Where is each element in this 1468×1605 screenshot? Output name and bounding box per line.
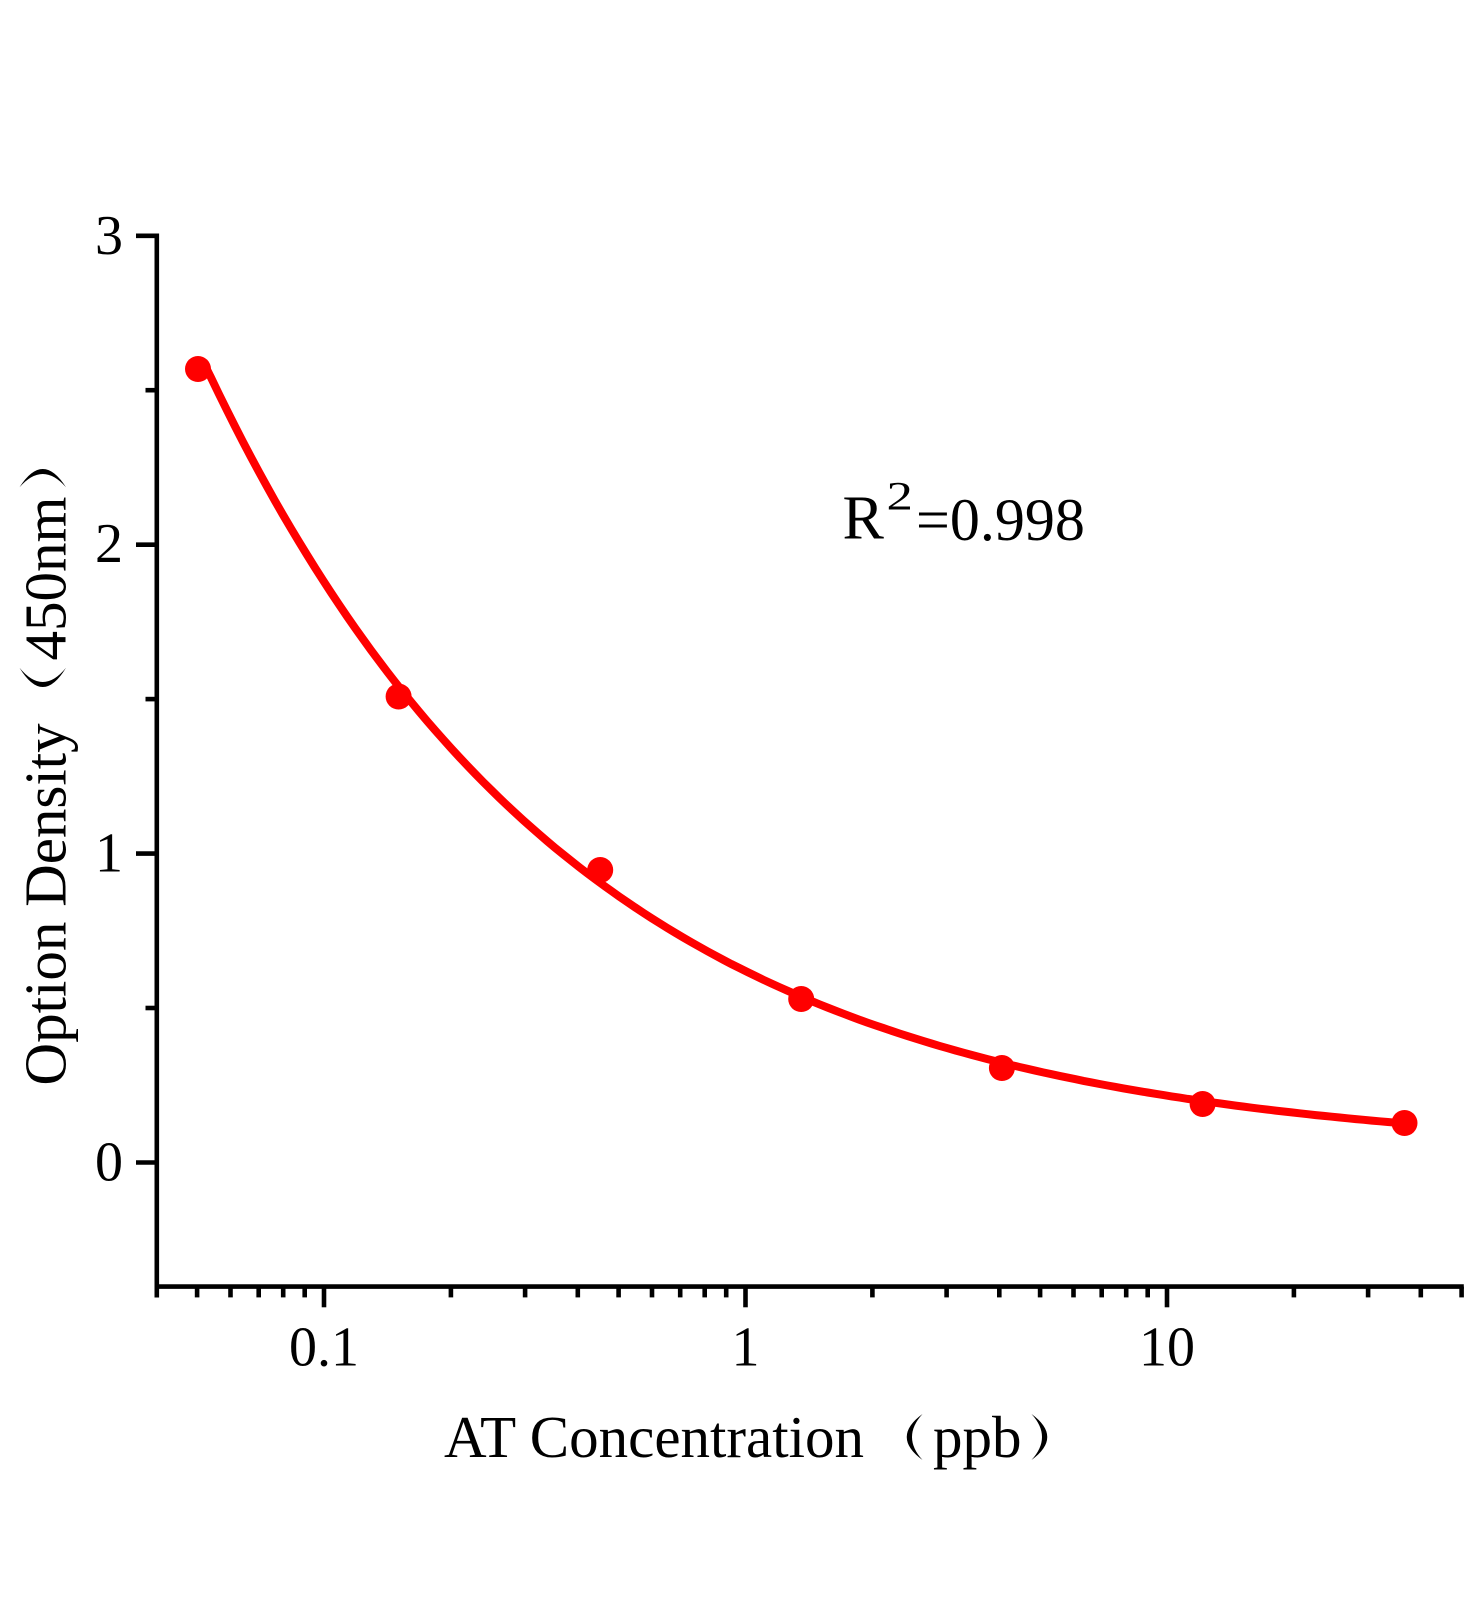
- svg-text:1: 1: [732, 1317, 760, 1379]
- svg-text:450nm: 450nm: [13, 497, 79, 661]
- svg-text:10: 10: [1139, 1317, 1195, 1379]
- svg-text:2: 2: [887, 474, 913, 518]
- svg-text:0.1: 0.1: [289, 1317, 359, 1379]
- svg-text:ppb: ppb: [933, 1404, 1022, 1470]
- svg-text:Option Density: Option Density: [13, 723, 79, 1086]
- svg-text:1: 1: [95, 823, 123, 885]
- svg-text:0: 0: [95, 1132, 123, 1194]
- svg-text:R: R: [843, 485, 885, 553]
- svg-text:3: 3: [95, 205, 123, 267]
- svg-text:AT Concentration: AT Concentration: [444, 1404, 864, 1470]
- svg-text:2: 2: [95, 513, 123, 575]
- svg-text:=0.998: =0.998: [916, 487, 1085, 553]
